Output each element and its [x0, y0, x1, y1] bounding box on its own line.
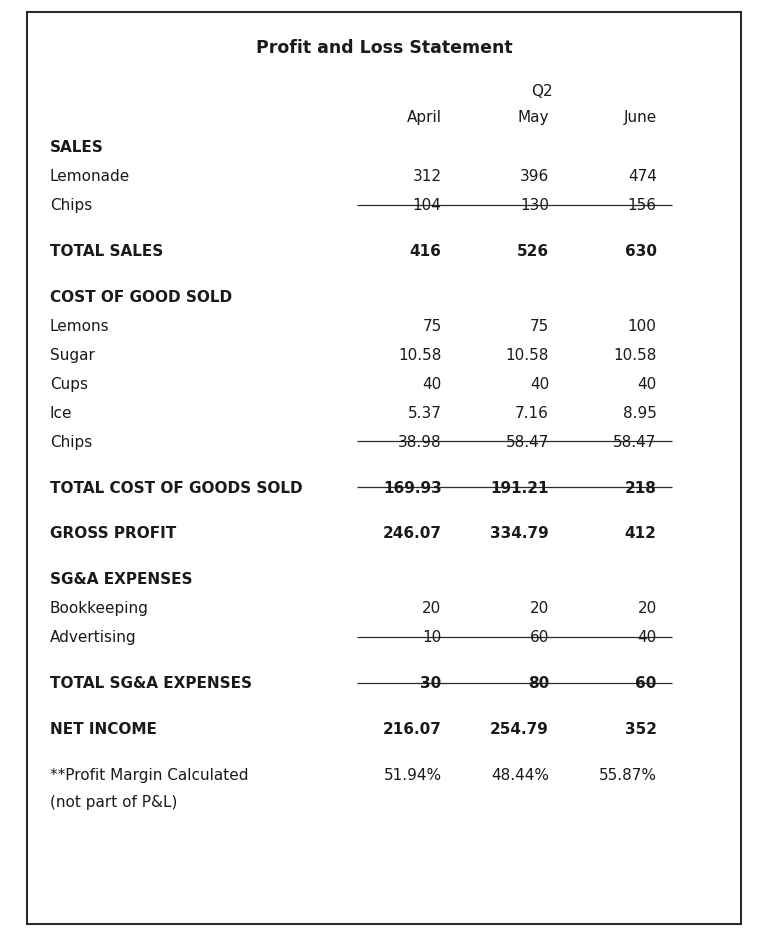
Text: Chips: Chips	[50, 198, 92, 213]
Text: 216.07: 216.07	[382, 722, 442, 737]
Text: 20: 20	[530, 601, 549, 616]
Text: Bookkeeping: Bookkeeping	[50, 601, 149, 616]
Text: 130: 130	[520, 198, 549, 213]
Text: 191.21: 191.21	[491, 481, 549, 496]
Text: 312: 312	[412, 169, 442, 184]
Text: April: April	[406, 110, 442, 125]
Text: 630: 630	[624, 244, 657, 259]
Text: 58.47: 58.47	[614, 435, 657, 450]
Text: **Profit Margin Calculated: **Profit Margin Calculated	[50, 768, 248, 783]
Text: (not part of P&L): (not part of P&L)	[50, 795, 177, 810]
Text: 80: 80	[528, 676, 549, 691]
Text: 526: 526	[517, 244, 549, 259]
Text: 40: 40	[422, 377, 442, 392]
Text: 38.98: 38.98	[398, 435, 442, 450]
Text: Q2: Q2	[531, 84, 552, 99]
FancyBboxPatch shape	[27, 12, 741, 924]
Text: TOTAL SG&A EXPENSES: TOTAL SG&A EXPENSES	[50, 676, 252, 691]
Text: COST OF GOOD SOLD: COST OF GOOD SOLD	[50, 290, 232, 305]
Text: 75: 75	[530, 319, 549, 334]
Text: 40: 40	[637, 377, 657, 392]
Text: 60: 60	[635, 676, 657, 691]
Text: 10.58: 10.58	[506, 348, 549, 363]
Text: 100: 100	[627, 319, 657, 334]
Text: 169.93: 169.93	[383, 481, 442, 496]
Text: 218: 218	[624, 481, 657, 496]
Text: 10: 10	[422, 630, 442, 645]
Text: 246.07: 246.07	[382, 526, 442, 541]
Text: Sugar: Sugar	[50, 348, 94, 363]
Text: 254.79: 254.79	[490, 722, 549, 737]
Text: 8.95: 8.95	[623, 406, 657, 421]
Text: May: May	[518, 110, 549, 125]
Text: Advertising: Advertising	[50, 630, 137, 645]
Text: 48.44%: 48.44%	[491, 768, 549, 783]
Text: 412: 412	[624, 526, 657, 541]
Text: 156: 156	[627, 198, 657, 213]
Text: 334.79: 334.79	[491, 526, 549, 541]
Text: 75: 75	[422, 319, 442, 334]
Text: Chips: Chips	[50, 435, 92, 450]
Text: 55.87%: 55.87%	[598, 768, 657, 783]
Text: 10.58: 10.58	[399, 348, 442, 363]
Text: 40: 40	[637, 630, 657, 645]
Text: 104: 104	[412, 198, 442, 213]
Text: 20: 20	[637, 601, 657, 616]
Text: 58.47: 58.47	[506, 435, 549, 450]
Text: SG&A EXPENSES: SG&A EXPENSES	[50, 572, 193, 587]
Text: Lemonade: Lemonade	[50, 169, 130, 184]
Text: June: June	[624, 110, 657, 125]
Text: 474: 474	[627, 169, 657, 184]
Text: Ice: Ice	[50, 406, 72, 421]
Text: 60: 60	[530, 630, 549, 645]
Text: 10.58: 10.58	[614, 348, 657, 363]
Text: 30: 30	[420, 676, 442, 691]
Text: 352: 352	[624, 722, 657, 737]
Text: 5.37: 5.37	[408, 406, 442, 421]
Text: SALES: SALES	[50, 140, 104, 155]
Text: NET INCOME: NET INCOME	[50, 722, 157, 737]
Text: 20: 20	[422, 601, 442, 616]
Text: Lemons: Lemons	[50, 319, 110, 334]
Text: GROSS PROFIT: GROSS PROFIT	[50, 526, 176, 541]
Text: Cups: Cups	[50, 377, 88, 392]
Text: TOTAL SALES: TOTAL SALES	[50, 244, 163, 259]
Text: Profit and Loss Statement: Profit and Loss Statement	[256, 39, 512, 57]
Text: 7.16: 7.16	[515, 406, 549, 421]
Text: 40: 40	[530, 377, 549, 392]
Text: TOTAL COST OF GOODS SOLD: TOTAL COST OF GOODS SOLD	[50, 481, 303, 496]
Text: 416: 416	[409, 244, 442, 259]
Text: 396: 396	[520, 169, 549, 184]
Text: 51.94%: 51.94%	[383, 768, 442, 783]
